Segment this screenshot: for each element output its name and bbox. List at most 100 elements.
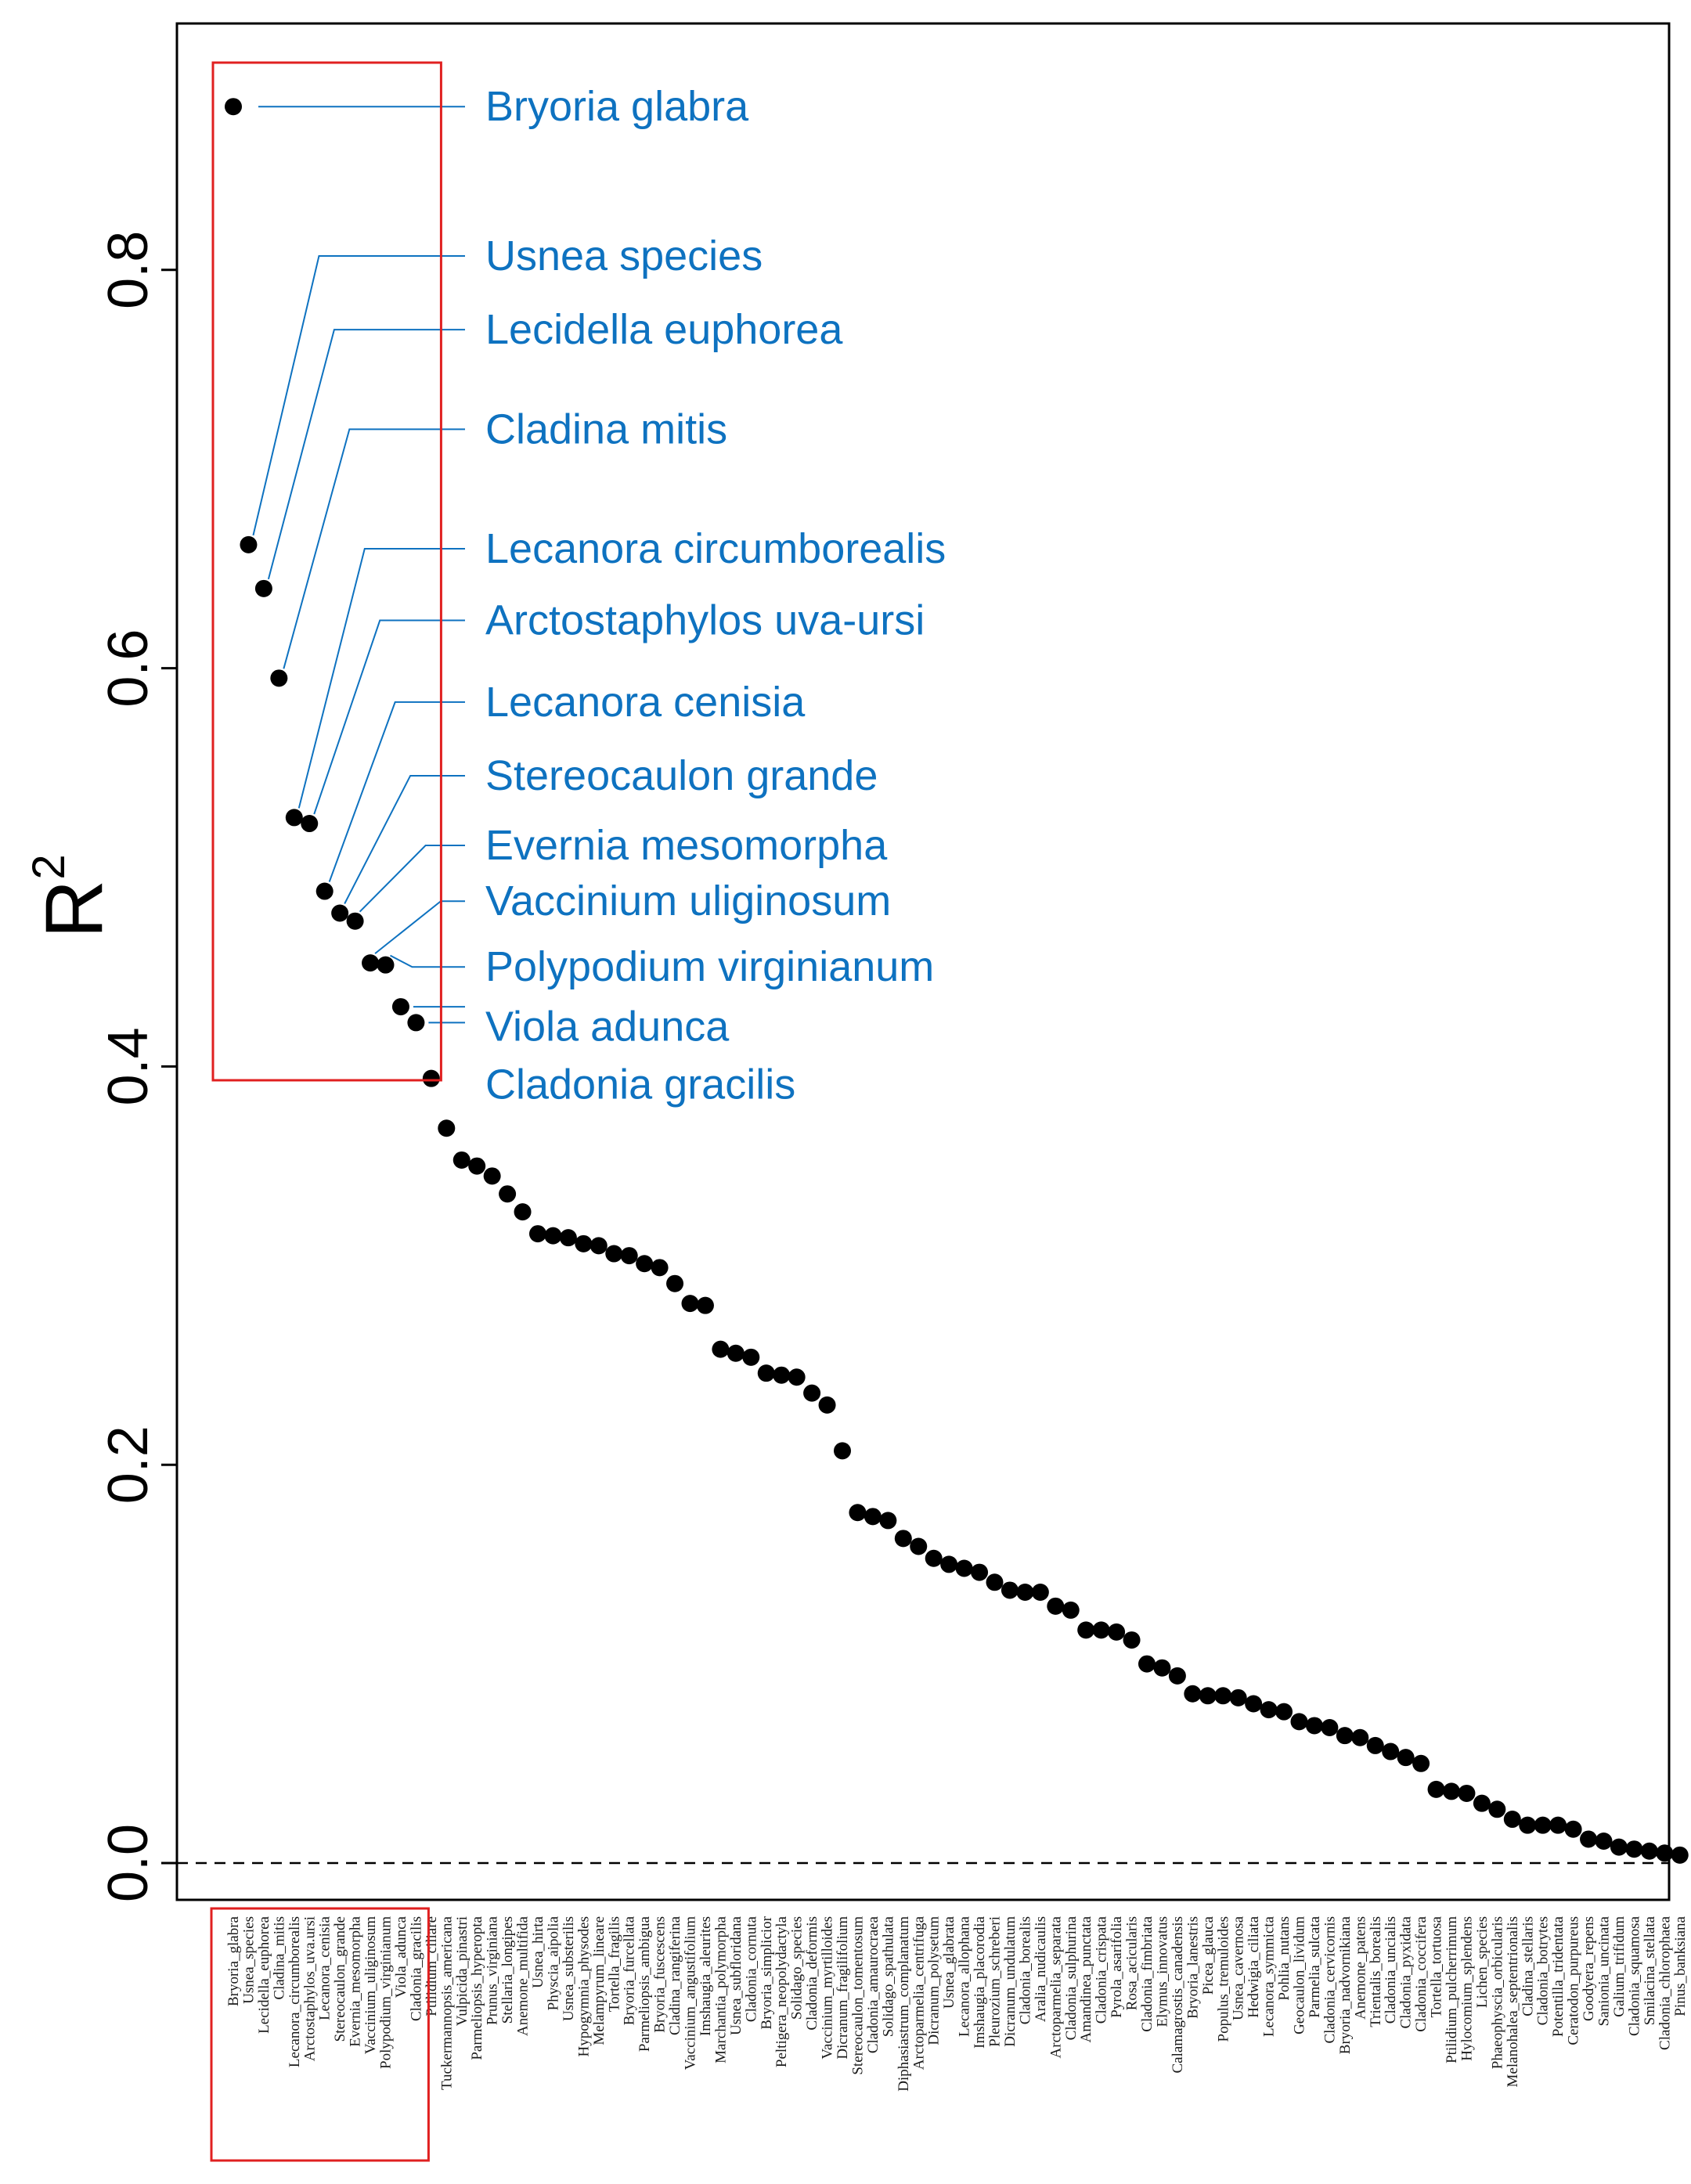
data-point xyxy=(483,1167,501,1185)
data-point xyxy=(1366,1736,1384,1754)
data-point xyxy=(590,1237,608,1255)
data-point xyxy=(422,1069,440,1087)
x-tick-label: Bryoria_lanestris xyxy=(1184,1916,1201,2019)
x-tick-label: Tuckermannopsis_americana xyxy=(438,1916,455,2090)
y-tick-label: 0.6 xyxy=(97,629,160,708)
x-tick-label: Solidago_species xyxy=(789,1916,806,2020)
callout-label: Vaccinium uliginosum xyxy=(485,878,891,924)
x-tick-label: Geocaulon_lividum xyxy=(1292,1916,1308,2034)
data-point xyxy=(315,882,334,900)
x-tick-label: Usnea_species xyxy=(240,1916,257,2004)
data-point xyxy=(1031,1584,1049,1602)
x-tick-label: Cladonia_chlorophaea xyxy=(1657,1916,1673,2050)
x-tick-label: Peltigera_neopolydactyla xyxy=(773,1916,790,2067)
data-point xyxy=(1260,1701,1278,1719)
x-tick-label: Sanionia_uncinata xyxy=(1596,1916,1613,2026)
data-point xyxy=(1534,1816,1552,1834)
x-tick-label: Dicranum_fragilifolium xyxy=(835,1916,851,2060)
x-tick-label: Pinus_banksiana xyxy=(1672,1916,1689,2016)
data-point xyxy=(955,1559,973,1577)
x-tick-label: Usnea_cavernosa xyxy=(1231,1916,1247,2020)
x-tick-label: Cladonia_cornuta xyxy=(743,1916,759,2022)
data-point xyxy=(575,1234,593,1252)
x-tick-label: Bryoria_furcellata xyxy=(622,1916,638,2025)
data-point xyxy=(1336,1727,1354,1745)
y-axis-label: R2 xyxy=(23,854,120,938)
data-point xyxy=(438,1119,456,1137)
data-point xyxy=(1168,1667,1186,1685)
data-point xyxy=(1199,1687,1217,1705)
data-point xyxy=(1519,1816,1537,1834)
x-tick-label: Tortella_fragilis xyxy=(606,1916,622,2012)
callout-label: Polypodium virginianum xyxy=(485,943,934,990)
x-tick-label: Populus_tremuloides xyxy=(1215,1916,1231,2042)
x-tick-label: Vaccinium_myrtilloides xyxy=(820,1916,836,2060)
x-tick-label: Dicranum_polysetum xyxy=(926,1916,943,2045)
x-tick-label: Cladonia_coccifera xyxy=(1413,1916,1430,2031)
x-tick-label: Cladonia_botrytes xyxy=(1535,1916,1552,2025)
x-tick-label: Pohlia_nutans xyxy=(1276,1916,1293,2001)
x-tick-label: Parmeliopsis_ambigua xyxy=(636,1916,653,2052)
x-tick-label: Cladonia_sulphurina xyxy=(1063,1916,1080,2040)
y-tick-label: 0.2 xyxy=(97,1425,160,1504)
data-point xyxy=(1092,1621,1110,1639)
data-point xyxy=(849,1504,867,1522)
x-tick-label: Parmeliopsis_hyperopta xyxy=(469,1916,485,2060)
data-point xyxy=(1275,1703,1293,1721)
x-tick-label: Vaccinium_uliginosum xyxy=(362,1916,379,2054)
data-point xyxy=(681,1295,699,1313)
x-tick-label: Ptilidium_ciliare xyxy=(424,1916,440,2016)
x-tick-label: Cladonia_gracilis xyxy=(408,1916,424,2021)
data-point xyxy=(1595,1833,1613,1851)
x-tick-labels: Bryoria_glabraUsnea_speciesLecidella_eup… xyxy=(225,1916,1689,2091)
x-tick-label: Picea_glauca xyxy=(1200,1916,1217,1995)
x-tick-label: Tortella_tortuosa xyxy=(1429,1916,1445,2017)
x-tick-label: Cladonia_amaurocraea xyxy=(865,1916,882,2053)
callout-leader-line xyxy=(252,254,465,536)
x-tick-label: Hedwigia_ciliata xyxy=(1246,1916,1262,2017)
x-tick-label: Usnea_glabrata xyxy=(941,1916,957,2009)
x-tick-label: Lecanora_allophana xyxy=(957,1916,973,2037)
data-point xyxy=(514,1203,532,1221)
x-tick-label: Cladonia_uncialis xyxy=(1383,1916,1399,2024)
data-point xyxy=(1549,1816,1567,1834)
data-point xyxy=(696,1296,714,1314)
x-tick-label: Polypodium_virginianum xyxy=(378,1916,395,2069)
x-tick-label: Bryoria_simplicior xyxy=(759,1916,775,2029)
data-point xyxy=(773,1366,791,1384)
x-tick-label: Arctoparmelia_separata xyxy=(1047,1916,1064,2058)
x-tick-label: Lichen_species xyxy=(1474,1916,1491,2008)
x-tick-label: Rosa_acicularis xyxy=(1124,1916,1141,2010)
data-point xyxy=(1305,1717,1323,1735)
data-point xyxy=(788,1368,806,1386)
data-point xyxy=(1351,1728,1369,1746)
data-point xyxy=(818,1396,836,1414)
data-point xyxy=(727,1344,745,1362)
data-point xyxy=(666,1274,684,1292)
x-tick-label: Dicranum_undulatum xyxy=(1002,1916,1019,2047)
data-point xyxy=(1671,1846,1689,1864)
y-axis-label-base: R xyxy=(29,880,120,939)
data-point xyxy=(407,1014,425,1032)
data-point xyxy=(879,1512,897,1530)
data-point xyxy=(1564,1820,1582,1838)
data-point xyxy=(240,535,258,553)
data-point xyxy=(1610,1838,1628,1856)
x-tick-label: Hypogymnia_physodes xyxy=(575,1916,592,2056)
x-tick-label: Smilacina_stellata xyxy=(1642,1916,1658,2025)
data-point xyxy=(529,1225,546,1243)
callout-label: Lecanora cenisia xyxy=(485,679,806,726)
data-point xyxy=(894,1530,912,1548)
data-point xyxy=(346,912,364,930)
x-tick-label: Lecidella_euphorea xyxy=(256,1916,272,2033)
y-axis: 0.0 0.2 0.4 0.6 0.8 xyxy=(97,231,177,1902)
data-point xyxy=(1625,1840,1643,1858)
data-point xyxy=(636,1255,654,1273)
data-point xyxy=(940,1555,958,1573)
x-tick-label: Cladonia_fimbriata xyxy=(1139,1916,1156,2031)
data-point xyxy=(1062,1601,1080,1619)
x-tick-label: Ptilidium_pulcherrimum xyxy=(1444,1916,1460,2063)
x-tick-label: Melanohalea_septentrionalis xyxy=(1505,1916,1521,2087)
data-point xyxy=(1229,1688,1247,1706)
data-point xyxy=(1427,1780,1445,1798)
